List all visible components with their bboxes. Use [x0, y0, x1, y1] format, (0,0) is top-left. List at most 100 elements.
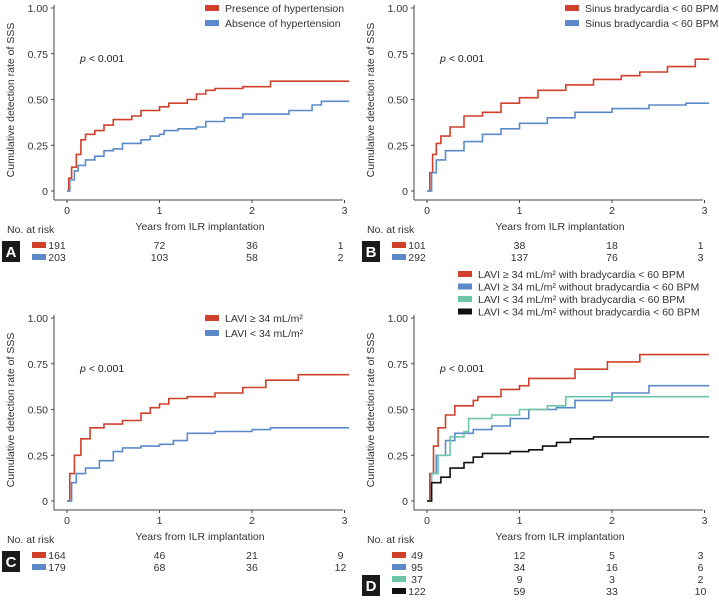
legend-label: LAVI < 34 mL/m²: [225, 328, 304, 340]
risk-swatch: [392, 552, 406, 558]
risk-count: 122: [408, 586, 426, 598]
risk-count: 36: [246, 562, 258, 574]
y-tick-label: 1.00: [388, 3, 409, 15]
risk-count: 76: [606, 252, 618, 264]
risk-count: 137: [511, 252, 529, 264]
panel-letter: D: [366, 578, 377, 595]
y-tick-label: 0: [402, 496, 408, 508]
risk-swatch: [392, 588, 406, 594]
p-text: < 0.001: [89, 363, 124, 375]
risk-count: 34: [514, 562, 526, 574]
x-tick-label: 1: [517, 205, 523, 217]
p-value: p < 0.001: [79, 363, 124, 375]
x-axis-label: Years from ILR implantation: [135, 531, 264, 543]
y-tick-label: 0.75: [388, 359, 409, 371]
risk-count: 101: [408, 240, 426, 252]
x-tick-label: 2: [249, 515, 255, 527]
y-tick-label: 0.50: [388, 95, 409, 107]
risk-count: 5: [609, 550, 615, 562]
x-axis-label: Years from ILR implantation: [495, 531, 624, 543]
legend-swatch: [205, 315, 219, 321]
risk-count: 33: [606, 586, 618, 598]
p-symbol: p: [439, 363, 446, 375]
legend-swatch: [565, 20, 579, 26]
legend-swatch: [458, 296, 472, 302]
legend-label: LAVI ≥ 34 mL/m² with bradycardia < 60 BP…: [478, 269, 685, 281]
risk-swatch: [392, 242, 406, 248]
x-tick-label: 2: [249, 205, 255, 217]
risk-count: 2: [698, 574, 704, 586]
y-tick-label: 0.50: [28, 405, 49, 417]
legend-label: LAVI < 34 mL/m² without bradycardia < 60…: [478, 307, 700, 319]
risk-swatch: [392, 564, 406, 570]
risk-count: 1: [338, 240, 344, 252]
legend-label: Sinus bradycardia < 60 BPM (+): [585, 3, 719, 15]
x-axis-label: Years from ILR implantation: [495, 221, 624, 233]
p-text: < 0.001: [449, 363, 484, 375]
risk-count: 21: [246, 550, 258, 562]
risk-count: 10: [695, 586, 707, 598]
y-tick-label: 0.75: [388, 49, 409, 61]
y-tick-label: 0.25: [28, 450, 49, 462]
y-axis-label: Cumulative detection rate of SSS: [5, 23, 17, 178]
panel-letter-box: [2, 551, 20, 572]
x-axis-label: Years from ILR implantation: [135, 221, 264, 233]
legend-swatch: [205, 20, 219, 26]
km-curve-2: [67, 427, 350, 502]
km-curve-4: [427, 436, 710, 502]
risk-count: 12: [335, 562, 347, 574]
risk-count: 16: [606, 562, 618, 574]
legend-swatch: [458, 308, 472, 315]
y-tick-label: 0.25: [28, 140, 49, 152]
risk-count: 203: [48, 252, 66, 264]
x-tick-label: 0: [424, 205, 430, 217]
risk-count: 95: [411, 562, 423, 574]
risk-count: 2: [338, 252, 344, 264]
risk-count: 36: [246, 240, 258, 252]
risk-count: 3: [609, 574, 615, 586]
risk-count: 9: [338, 550, 344, 562]
panel-letter: B: [366, 244, 377, 261]
y-axis-label: Cumulative detection rate of SSS: [365, 333, 377, 488]
km-curve-2: [427, 384, 710, 502]
y-tick-label: 1.00: [388, 313, 409, 325]
y-tick-label: 0: [402, 186, 408, 198]
y-tick-label: 0.75: [28, 49, 49, 61]
y-tick-label: 0: [42, 186, 48, 198]
x-tick-label: 0: [424, 515, 430, 527]
y-tick-label: 0.50: [28, 95, 49, 107]
p-text: < 0.001: [89, 53, 124, 65]
panel-letter: C: [6, 554, 17, 571]
risk-swatch: [392, 254, 406, 260]
legend-swatch: [458, 271, 472, 277]
legend-label: Presence of hypertension: [225, 3, 344, 15]
risk-count: 38: [514, 240, 526, 252]
risk-swatch: [32, 242, 46, 248]
p-text: < 0.001: [449, 53, 484, 65]
panel-letter-box: [362, 575, 380, 596]
risk-count: 179: [48, 562, 66, 574]
risk-count: 46: [154, 550, 166, 562]
legend-label: LAVI ≥ 34 mL/m² without bradycardia < 60…: [478, 282, 699, 294]
risk-swatch: [32, 564, 46, 570]
p-value: p < 0.001: [439, 53, 484, 65]
p-value: p < 0.001: [439, 363, 484, 375]
y-tick-label: 1.00: [28, 3, 49, 15]
p-symbol: p: [79, 363, 86, 375]
risk-count: 37: [411, 574, 423, 586]
y-axis-label: Cumulative detection rate of SSS: [365, 23, 377, 178]
x-tick-label: 0: [64, 515, 70, 527]
panel-letter-box: [362, 241, 380, 262]
risk-count: 3: [698, 550, 704, 562]
legend-swatch: [458, 283, 472, 290]
risk-table-label: No. at risk: [7, 534, 55, 546]
risk-count: 164: [48, 550, 66, 562]
x-tick-label: 3: [342, 515, 348, 527]
x-tick-label: 1: [517, 515, 523, 527]
risk-count: 3: [698, 252, 704, 264]
y-tick-label: 0.25: [388, 450, 409, 462]
km-curve-3: [427, 395, 710, 502]
